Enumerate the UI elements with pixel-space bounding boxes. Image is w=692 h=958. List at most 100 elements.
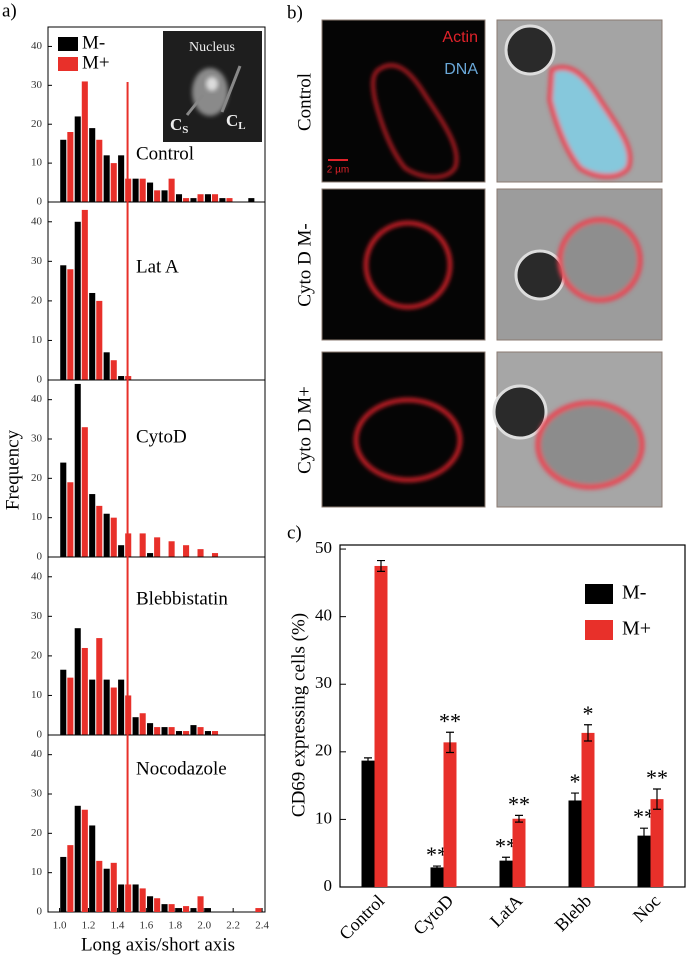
bar (96, 139, 103, 202)
bar (81, 809, 88, 912)
bar (118, 884, 125, 912)
panel-title: Blebbistatin (136, 588, 228, 609)
bar (568, 800, 582, 887)
bar (118, 545, 125, 557)
legend-label: M- (82, 32, 105, 53)
y-tick-label: 10 (315, 808, 332, 827)
bar (89, 128, 96, 202)
inset-title: Nucleus (189, 40, 235, 55)
short-axis-label: CS (170, 115, 188, 136)
x-tick-label: 1.6 (139, 920, 153, 932)
cell-outline (354, 398, 462, 482)
bar (67, 845, 74, 912)
bar (67, 482, 74, 557)
legend-label: M- (622, 582, 646, 604)
bar (226, 198, 233, 202)
bar (89, 679, 96, 735)
x-tick-label: 1.8 (168, 920, 182, 932)
significance-label: ** (439, 708, 461, 733)
bar (60, 462, 67, 557)
bar (147, 182, 154, 202)
error-bar (653, 788, 661, 810)
bar (110, 687, 117, 735)
bar (67, 677, 74, 735)
bar (118, 679, 125, 735)
x-tick-label: Noc (629, 891, 664, 926)
bar (204, 731, 211, 735)
y-tick-label: 20 (31, 649, 43, 661)
bar (183, 545, 190, 557)
bar (154, 898, 161, 912)
y-tick-label: 10 (31, 157, 43, 169)
y-tick-label: 40 (31, 393, 43, 405)
y-tick-label: 30 (31, 610, 43, 622)
bar (74, 116, 81, 202)
significance-label: ** (508, 791, 530, 816)
significance-label: ** (426, 842, 448, 867)
bar (67, 269, 74, 380)
channel-label: Actin (442, 29, 478, 46)
bar (190, 198, 197, 202)
y-tick-label: 40 (315, 606, 332, 625)
bar (96, 860, 103, 912)
row-label: Cyto D M- (294, 223, 315, 306)
bar (81, 647, 88, 735)
significance-label: ** (646, 765, 668, 790)
nucleus-spot (206, 77, 218, 91)
row-label: Control (294, 73, 315, 131)
x-tick-label: 2.4 (255, 920, 269, 932)
bar (161, 904, 168, 912)
bar (154, 727, 161, 735)
legend-swatch (58, 37, 78, 51)
bar (430, 867, 444, 887)
bar (499, 860, 513, 887)
bar (118, 376, 125, 380)
bar (60, 265, 67, 380)
bar (248, 198, 255, 202)
error-bar (584, 724, 592, 742)
bead (514, 249, 566, 301)
bar (89, 292, 96, 380)
panel-label: c) (287, 522, 302, 543)
y-axis-label: CD69 expressing cells (%) (288, 613, 309, 817)
error-bar (433, 865, 441, 870)
bar (183, 198, 190, 202)
bar (110, 360, 117, 380)
bar (374, 565, 388, 887)
bar (211, 731, 219, 735)
bar (637, 835, 651, 887)
bar (183, 731, 190, 735)
error-bar (502, 856, 510, 865)
bar (197, 549, 204, 557)
y-tick-label: 20 (31, 118, 43, 130)
bar (175, 731, 183, 735)
error-bar (515, 814, 523, 823)
bar (175, 908, 183, 912)
bar (512, 818, 526, 887)
bar (581, 732, 595, 887)
bar (139, 713, 146, 735)
channel-label: DNA (444, 61, 478, 78)
nucleus-shape (192, 68, 228, 116)
image-fluorescence (321, 351, 486, 508)
y-tick-label: 0 (37, 729, 43, 741)
panel-label: b) (287, 2, 303, 23)
y-tick-label: 40 (31, 215, 43, 227)
y-tick-label: 0 (37, 551, 43, 563)
bar (175, 194, 183, 202)
y-tick-label: 30 (31, 433, 43, 445)
bar (74, 221, 81, 380)
bar (74, 628, 81, 735)
y-tick-label: 20 (31, 827, 43, 839)
bead (504, 24, 556, 76)
legend-swatch (585, 620, 613, 640)
bar (211, 194, 219, 202)
significance-label: ** (633, 804, 655, 829)
y-tick-label: 10 (31, 334, 43, 346)
x-tick-label: 1.0 (53, 920, 67, 932)
bar (168, 178, 175, 202)
x-tick-label: 1.2 (82, 920, 96, 932)
y-tick-label: 30 (31, 788, 43, 800)
long-axis-arrow (220, 65, 242, 113)
